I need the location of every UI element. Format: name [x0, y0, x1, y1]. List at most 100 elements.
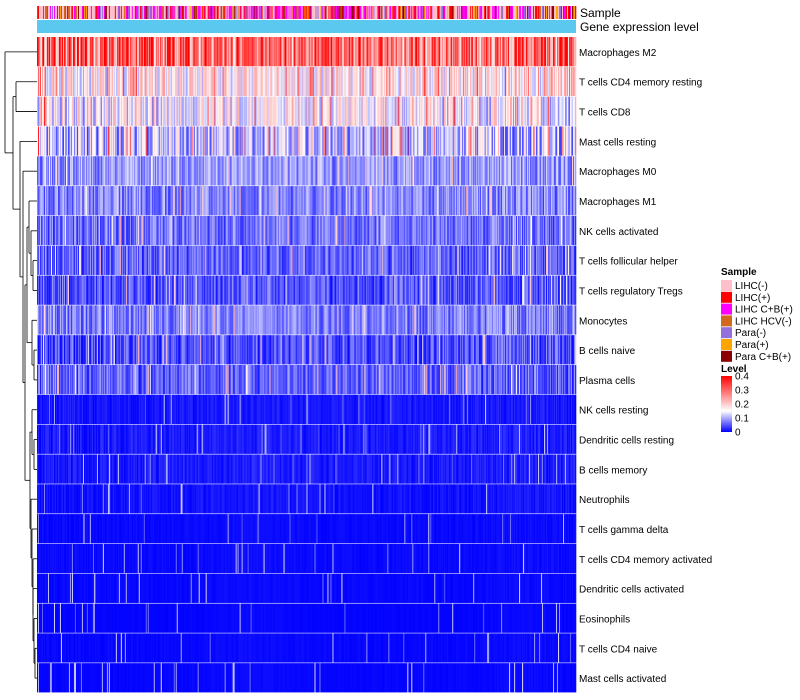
sample-cell: [483, 6, 485, 19]
heatmap-cell: [213, 66, 215, 97]
heatmap-cell: [528, 66, 530, 97]
sample-cell: [116, 6, 119, 19]
sample-cell: [272, 6, 274, 19]
heatmap-cell: [150, 126, 153, 156]
heatmap-cell: [144, 126, 147, 156]
heatmap-cell: [69, 37, 72, 67]
heatmap-cell: [348, 96, 350, 126]
sample-cell: [129, 6, 132, 19]
sample-cell: [493, 6, 495, 19]
heatmap-cell: [575, 215, 577, 246]
heatmap-cell: [100, 126, 103, 156]
heatmap-cell: [279, 66, 281, 97]
heatmap-cell: [155, 96, 158, 126]
heatmap-cell: [135, 37, 138, 67]
heatmap-cell: [42, 126, 45, 156]
heatmap-cell: [458, 66, 460, 97]
heatmap-cell: [127, 66, 130, 97]
heatmap-cell: [559, 66, 561, 97]
heatmap-cell: [519, 96, 521, 126]
heatmap-cell: [243, 126, 245, 156]
sample-cell: [312, 6, 314, 19]
heatmap-cell: [49, 96, 52, 126]
sample-cell: [90, 6, 93, 19]
heatmap-cell: [48, 96, 51, 126]
heatmap-cell: [370, 37, 372, 67]
heatmap-cell: [572, 37, 574, 67]
heatmap-cell: [407, 66, 409, 97]
heatmap-cell: [98, 96, 101, 126]
heatmap-cell: [67, 37, 70, 67]
sample-cell: [304, 6, 306, 19]
heatmap-cell: [413, 96, 415, 126]
heatmap-cell: [391, 37, 393, 67]
heatmap-cell: [95, 37, 98, 67]
heatmap-cell: [56, 96, 59, 126]
heatmap-cell: [163, 126, 166, 156]
heatmap-cell: [256, 66, 258, 97]
sample-cell: [529, 6, 531, 19]
heatmap-cell: [239, 126, 241, 156]
heatmap-cell: [201, 96, 203, 126]
heatmap-cell: [566, 96, 568, 126]
heatmap-cell: [125, 37, 128, 67]
heatmap-cell: [437, 96, 439, 126]
heatmap-cell: [482, 37, 484, 67]
heatmap-cell: [360, 96, 362, 126]
heatmap-cell: [179, 66, 182, 97]
sample-cell: [366, 6, 368, 19]
heatmap-cell: [159, 37, 162, 67]
heatmap-cell: [447, 66, 449, 97]
heatmap-cell: [207, 96, 209, 126]
sample-cell: [551, 6, 553, 19]
heatmap-cell: [241, 37, 243, 67]
heatmap-cell: [568, 37, 570, 67]
heatmap-cell: [103, 37, 106, 67]
heatmap-cell: [561, 96, 563, 126]
heatmap-cell: [61, 96, 64, 126]
sample-cell: [144, 6, 147, 19]
heatmap-cell: [456, 37, 458, 67]
heatmap-cell: [364, 96, 366, 126]
heatmap-cell: [405, 96, 407, 126]
heatmap-cell: [103, 96, 106, 126]
heatmap-cell: [420, 96, 422, 126]
heatmap-cell: [256, 126, 258, 156]
heatmap-cell: [130, 96, 133, 126]
heatmap-cell: [384, 96, 386, 126]
heatmap-cell: [544, 37, 546, 67]
sample-cell: [263, 6, 265, 19]
heatmap-cell: [408, 37, 410, 67]
sample-cell: [455, 6, 457, 19]
heatmap-cell: [92, 126, 95, 156]
heatmap-cell: [552, 66, 554, 97]
heatmap-cell: [458, 96, 460, 126]
heatmap-cell: [282, 66, 284, 97]
heatmap-cell: [171, 126, 174, 156]
heatmap-cell: [112, 37, 115, 67]
heatmap-cell: [56, 66, 59, 97]
heatmap-cell: [346, 96, 348, 126]
heatmap-cell: [501, 66, 503, 97]
sample-cell: [537, 6, 539, 19]
heatmap-cell: [86, 126, 89, 156]
sample-cell: [395, 6, 397, 19]
heatmap-cell: [515, 96, 517, 126]
heatmap-cell: [211, 66, 213, 97]
heatmap-cell: [474, 96, 476, 126]
sample-cell: [273, 6, 275, 19]
heatmap-cell: [252, 96, 254, 126]
heatmap-cell: [569, 96, 571, 126]
sample-cell: [156, 6, 159, 19]
heatmap-cell: [130, 66, 133, 97]
heatmap-cell: [365, 37, 367, 67]
sample-cell: [182, 6, 185, 19]
heatmap-cell: [156, 37, 159, 67]
heatmap-cell: [66, 126, 69, 156]
sample-cell: [142, 6, 145, 19]
heatmap-cell: [249, 66, 251, 97]
heatmap-cell: [464, 66, 466, 97]
heatmap-cell: [94, 66, 97, 97]
heatmap-cell: [543, 37, 545, 67]
heatmap-cell: [122, 66, 125, 97]
